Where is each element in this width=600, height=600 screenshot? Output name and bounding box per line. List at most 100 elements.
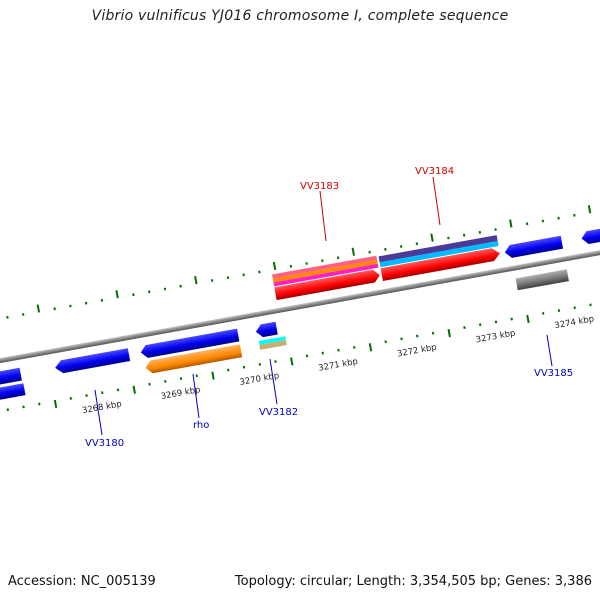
minor-tick — [242, 365, 246, 369]
gene-vv3183-red[interactable] — [274, 269, 381, 301]
major-tick — [53, 399, 58, 409]
minor-tick — [447, 236, 450, 240]
minor-tick — [557, 309, 561, 312]
minor-tick — [557, 216, 560, 220]
gene-reverse-blue-left[interactable] — [54, 348, 131, 374]
leader-line-vv3180 — [94, 389, 103, 436]
major-tick — [272, 261, 277, 271]
gene-vv3184-purple[interactable] — [378, 235, 498, 263]
major-tick — [587, 205, 592, 214]
minor-tick — [195, 374, 198, 378]
gene-reverse-blue-far-left[interactable] — [0, 367, 22, 394]
gene-vv3185-gray[interactable] — [515, 269, 569, 291]
minor-tick — [494, 228, 497, 231]
forward-gene-labels: VV3183 VV3184 — [300, 166, 454, 242]
minor-tick — [463, 326, 466, 329]
gene-vv3182-tan[interactable] — [259, 340, 287, 350]
lower-tick-track — [6, 303, 592, 412]
leader-line-vv3183 — [319, 190, 327, 242]
minor-tick — [242, 273, 245, 277]
minor-tick — [431, 331, 435, 335]
minor-tick — [101, 391, 104, 395]
minor-tick — [399, 245, 403, 248]
gene-vv3183-magenta[interactable] — [273, 263, 379, 287]
minor-tick — [226, 276, 230, 280]
page-title: Vibrio vulnificus YJ016 chromosome I, co… — [91, 8, 509, 24]
gene-label-vv3183[interactable]: VV3183 — [300, 181, 339, 192]
major-tick — [368, 343, 373, 352]
minor-tick — [479, 323, 482, 327]
kbp-label: 3271 kbp — [318, 357, 359, 374]
minor-tick — [21, 313, 25, 316]
minor-tick — [321, 351, 324, 355]
minor-tick — [22, 405, 25, 409]
minor-tick — [6, 408, 10, 412]
kbp-label: 3273 kbp — [475, 328, 516, 345]
gene-label-vv3185[interactable]: VV3185 — [534, 368, 573, 379]
gene-vv3184-cyan[interactable] — [379, 241, 499, 268]
gene-reverse-blue-far-left-2[interactable] — [0, 383, 26, 409]
minor-tick — [353, 345, 356, 349]
genome-summary-text: Topology: circular; Length: 3,354,505 bp… — [234, 574, 592, 589]
minor-tick — [210, 279, 214, 282]
minor-tick — [132, 293, 135, 297]
minor-tick — [53, 307, 56, 311]
gene-reverse-blue-mid[interactable] — [140, 328, 240, 359]
minor-tick — [179, 284, 182, 288]
gene-forward-blue-edge[interactable] — [580, 223, 600, 245]
gene-label-vv3184[interactable]: VV3184 — [415, 166, 454, 177]
major-tick — [132, 385, 136, 394]
gene-label-rho[interactable]: rho — [193, 420, 209, 431]
leader-line-rho — [192, 373, 200, 419]
minor-tick — [84, 301, 88, 305]
upper-tick-track — [6, 205, 592, 319]
major-tick — [509, 219, 513, 228]
gene-rho-orange[interactable] — [144, 344, 243, 374]
gene-vv3182-cyan[interactable] — [258, 336, 286, 345]
minor-tick — [69, 304, 72, 308]
minor-tick — [368, 250, 371, 254]
major-tick — [290, 357, 294, 366]
gene-vv3183-orange[interactable] — [272, 259, 378, 283]
gene-forward-blue-right[interactable] — [504, 235, 564, 259]
major-tick — [430, 233, 434, 242]
minor-tick — [148, 382, 151, 386]
gene-vv3182-blue[interactable] — [255, 321, 278, 339]
minor-tick — [337, 348, 340, 352]
minor-tick — [541, 219, 545, 223]
minor-tick — [6, 315, 9, 319]
minor-tick — [510, 317, 513, 321]
major-tick — [36, 304, 41, 313]
minor-tick — [478, 230, 482, 234]
track-group: 3268 kbp 3269 kbp 3270 kbp 3271 kbp 3272… — [0, 205, 600, 416]
minor-tick — [258, 362, 261, 366]
minor-tick — [147, 290, 151, 294]
major-tick — [115, 290, 119, 299]
minor-tick — [69, 396, 73, 400]
minor-tick — [321, 259, 324, 263]
minor-tick — [116, 388, 120, 392]
major-tick — [211, 371, 215, 380]
minor-tick — [227, 368, 230, 372]
minor-tick — [542, 311, 545, 315]
gene-label-vv3180[interactable]: VV3180 — [85, 438, 124, 449]
leader-line-vv3184 — [432, 176, 441, 226]
minor-tick — [274, 360, 277, 363]
gene-vv3183-pink[interactable] — [272, 255, 378, 279]
accession-text: Accession: NC_005139 — [8, 574, 156, 589]
minor-tick — [573, 306, 576, 310]
minor-tick — [100, 298, 104, 302]
minor-tick — [416, 334, 419, 338]
kbp-label: 3272 kbp — [396, 343, 437, 360]
gene-label-vv3182[interactable]: VV3182 — [259, 407, 298, 418]
minor-tick — [305, 262, 308, 265]
reverse-gene-labels: VV3180 rho VV3182 VV3185 — [85, 334, 573, 449]
major-tick — [526, 314, 530, 324]
minor-tick — [462, 233, 466, 237]
gene-vv3184-red[interactable] — [380, 247, 501, 282]
leader-line-vv3185 — [546, 334, 553, 367]
minor-tick — [289, 264, 293, 268]
minor-tick — [494, 320, 498, 324]
leader-line-vv3182 — [269, 358, 278, 405]
